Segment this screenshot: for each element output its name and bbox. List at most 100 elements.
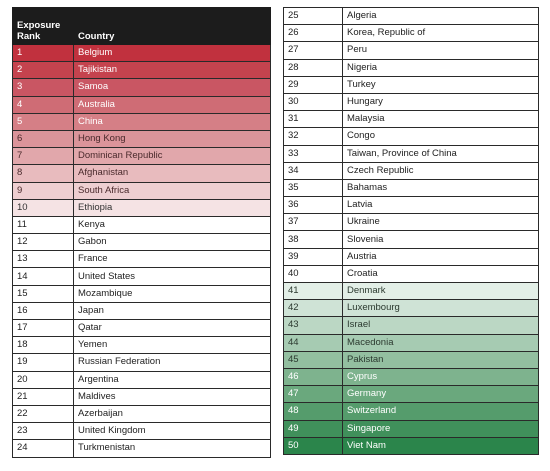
country-cell: Viet Nam: [342, 436, 539, 455]
table-row: 3 Samoa: [12, 78, 271, 97]
rank-cell: 43: [283, 316, 343, 335]
country-cell: Hungary: [342, 92, 539, 112]
country-cell: Slovenia: [342, 230, 539, 249]
country-cell: Peru: [342, 41, 539, 60]
table-row: 43 Israel: [283, 316, 539, 335]
rank-cell: 47: [283, 385, 343, 404]
country-cell: France: [73, 250, 271, 269]
exposure-rank-table-left: Exposure Rank Country 1 Belgium 2 Tajikista…: [12, 7, 271, 458]
table-row: 4 Australia: [12, 95, 271, 114]
rank-cell: 42: [283, 299, 343, 318]
rank-cell: 36: [283, 196, 343, 215]
table-row: 32 Congo: [283, 127, 539, 146]
rank-cell: 26: [283, 24, 343, 43]
table-row: 23 United Kingdom: [12, 422, 271, 441]
table-row: 13 France: [12, 250, 271, 269]
country-cell: Dominican Republic: [73, 147, 271, 166]
table-row: 50 Viet Nam: [283, 436, 539, 455]
country-cell: Malaysia: [342, 110, 539, 129]
country-cell: Latvia: [342, 196, 539, 215]
rank-cell: 7: [12, 147, 74, 166]
rank-cell: 24: [12, 439, 74, 458]
table-row: 25 Algeria: [283, 6, 539, 26]
table-row: 22 Azerbaijan: [12, 404, 271, 424]
rank-cell: 5: [12, 112, 74, 131]
table-row: 12 Gabon: [12, 233, 271, 252]
table-row: 48 Switzerland: [283, 402, 539, 421]
rank-cell: 35: [283, 178, 343, 198]
country-cell: Afghanistan: [73, 164, 271, 183]
rank-cell: 22: [12, 404, 74, 424]
country-cell: Maldives: [73, 387, 271, 406]
table-header-row: Exposure Rank Country: [12, 7, 271, 45]
rank-cell: 6: [12, 129, 74, 149]
country-cell: Korea, Republic of: [342, 24, 539, 43]
table-row: 45 Pakistan: [283, 350, 539, 369]
table-row: 46 Cyprus: [283, 367, 539, 387]
table-row: 15 Mozambique: [12, 284, 271, 303]
table-row: 7 Dominican Republic: [12, 147, 271, 166]
table-row: 31 Malaysia: [283, 110, 539, 129]
country-cell: Denmark: [342, 281, 539, 301]
country-cell: Switzerland: [342, 402, 539, 421]
rank-cell: 50: [283, 436, 343, 455]
country-cell: China: [73, 112, 271, 131]
country-cell: Kenya: [73, 215, 271, 235]
table-row: 1 Belgium: [12, 43, 271, 63]
rank-cell: 33: [283, 144, 343, 163]
country-cell: Argentina: [73, 370, 271, 389]
country-cell: Croatia: [342, 264, 539, 284]
country-cell: Yemen: [73, 336, 271, 355]
rank-cell: 41: [283, 281, 343, 301]
table-row: 30 Hungary: [283, 92, 539, 112]
rank-cell: 39: [283, 247, 343, 266]
country-cell: Germany: [342, 385, 539, 404]
country-cell: Russian Federation: [73, 353, 271, 372]
country-cell: Ukraine: [342, 213, 539, 232]
table-row: 17 Qatar: [12, 318, 271, 338]
table-row: 11 Kenya: [12, 215, 271, 235]
rank-cell: 1: [12, 43, 74, 63]
country-cell: Australia: [73, 95, 271, 114]
table-row: 5 China: [12, 112, 271, 131]
country-cell: Macedonia: [342, 333, 539, 352]
country-cell: Austria: [342, 247, 539, 266]
rank-cell: 30: [283, 92, 343, 112]
exposure-rank-table-right: 25 Algeria 26 Korea, Republic of 27 Peru 28 Nig…: [283, 6, 539, 455]
country-cell: South Africa: [73, 181, 271, 200]
rank-cell: 12: [12, 233, 74, 252]
rank-cell: 46: [283, 367, 343, 387]
country-cell: Turkmenistan: [73, 439, 271, 458]
rank-cell: 20: [12, 370, 74, 389]
table-row: 29 Turkey: [283, 75, 539, 94]
rank-cell: 44: [283, 333, 343, 352]
table-row: 14 United States: [12, 267, 271, 286]
table-row: 2 Tajikistan: [12, 61, 271, 80]
rank-cell: 4: [12, 95, 74, 114]
rank-cell: 10: [12, 198, 74, 217]
rank-cell: 3: [12, 78, 74, 97]
country-cell: Hong Kong: [73, 129, 271, 149]
rank-cell: 8: [12, 164, 74, 183]
table-row: 26 Korea, Republic of: [283, 24, 539, 43]
rank-cell: 2: [12, 61, 74, 80]
table-row: 10 Ethiopia: [12, 198, 271, 217]
table-row: 21 Maldives: [12, 387, 271, 406]
table-row: 8 Afghanistan: [12, 164, 271, 183]
table-row: 33 Taiwan, Province of China: [283, 144, 539, 163]
country-cell: Bahamas: [342, 178, 539, 198]
rank-cell: 29: [283, 75, 343, 94]
country-cell: Pakistan: [342, 350, 539, 369]
table-row: 41 Denmark: [283, 281, 539, 301]
table-row: 49 Singapore: [283, 419, 539, 438]
rank-cell: 14: [12, 267, 74, 286]
table-body-right: 25 Algeria 26 Korea, Republic of 27 Peru 28 Nig…: [283, 6, 539, 455]
country-cell: Luxembourg: [342, 299, 539, 318]
table-row: 39 Austria: [283, 247, 539, 266]
country-cell: Samoa: [73, 78, 271, 97]
rank-cell: 38: [283, 230, 343, 249]
table-row: 35 Bahamas: [283, 178, 539, 198]
country-cell: Ethiopia: [73, 198, 271, 217]
country-cell: United Kingdom: [73, 422, 271, 441]
table-row: 6 Hong Kong: [12, 129, 271, 149]
